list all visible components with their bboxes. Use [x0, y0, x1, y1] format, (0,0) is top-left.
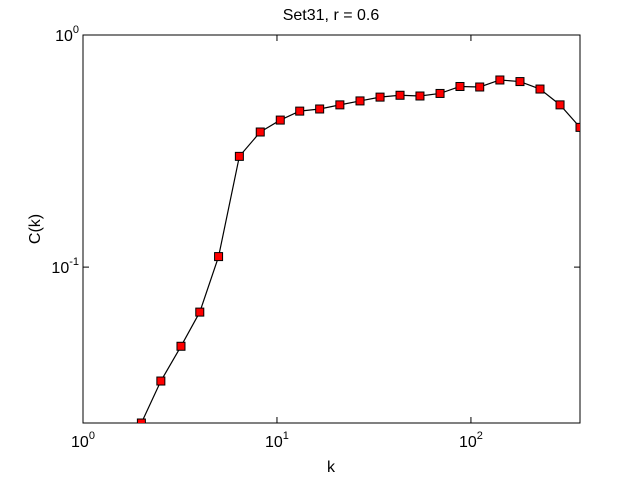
marker: [255, 127, 265, 137]
marker: [375, 92, 385, 102]
marker: [136, 418, 146, 423]
marker: [156, 376, 166, 386]
tick-label: 102: [459, 430, 483, 451]
marker: [176, 341, 186, 351]
marker: [234, 151, 244, 161]
marker: [455, 81, 465, 91]
marker: [355, 96, 365, 106]
marker: [415, 91, 425, 101]
plot-layer: [136, 75, 580, 423]
marker: [475, 82, 485, 92]
marker: [575, 122, 580, 132]
marker: [395, 90, 405, 100]
tick-label: 100: [71, 430, 95, 451]
marker: [435, 88, 445, 98]
marker: [495, 75, 505, 85]
tick-label: 101: [265, 430, 289, 451]
marker: [555, 100, 565, 110]
marker: [515, 77, 525, 87]
marker: [295, 106, 305, 116]
marker: [535, 84, 545, 94]
marker: [335, 100, 345, 110]
plot-frame: [82, 34, 581, 424]
tick-label: 100: [55, 24, 79, 45]
marker: [214, 252, 224, 262]
marker: [275, 115, 285, 125]
tick-label: 10-1: [51, 256, 79, 277]
x-axis-label: k: [327, 459, 336, 476]
marker: [195, 307, 205, 317]
marker: [315, 104, 325, 114]
y-axis-label: C(k): [27, 214, 44, 244]
chart-title: Set31, r = 0.6: [283, 7, 380, 24]
